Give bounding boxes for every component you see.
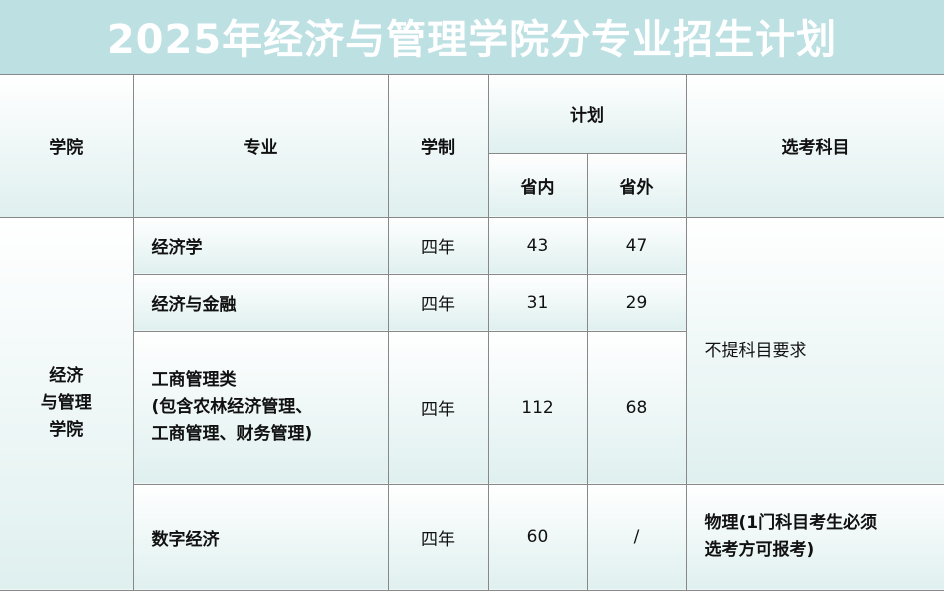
duration-cell: 四年 <box>387 483 489 591</box>
major-cell: 数字经济 <box>133 483 389 591</box>
major-cell: 经济与金融 <box>133 273 389 332</box>
header-major: 专业 <box>132 75 389 218</box>
header-in-province: 省内 <box>488 152 588 218</box>
major-cell: 工商管理类 (包含农林经济管理、 工商管理、财务管理) <box>133 330 389 485</box>
major-cell: 经济学 <box>132 216 389 275</box>
header-college: 学院 <box>0 75 134 218</box>
duration-cell: 四年 <box>387 216 489 275</box>
table-row: 经济 与管理 学院 经济学 四年 43 47 不提科目要求 <box>0 216 944 591</box>
page-title: 2025年经济与管理学院分专业招生计划 <box>0 0 944 75</box>
duration-cell: 四年 <box>387 273 489 332</box>
header-out-province: 省外 <box>586 152 687 218</box>
college-cell: 经济 与管理 学院 <box>0 216 134 591</box>
table-row: 数字经济 四年 60 / 物理(1门科目考生必须 选考方可报考) <box>0 483 944 591</box>
out-province-cell: 47 <box>586 216 687 275</box>
header-plan: 计划 <box>487 75 687 154</box>
enrollment-plan-table: 学院 专业 学制 计划 选考科目 省内 省外 经济 与管理 学院 经济学 四年 … <box>0 75 944 591</box>
header-duration: 学制 <box>387 75 489 218</box>
duration-cell: 四年 <box>387 330 489 485</box>
subjects-cell: 物理(1门科目考生必须 选考方可报考) <box>685 483 944 591</box>
in-province-cell: 60 <box>487 483 588 591</box>
out-province-cell: 29 <box>586 273 687 332</box>
header-subjects: 选考科目 <box>685 75 944 218</box>
subjects-cell: 不提科目要求 <box>685 216 944 485</box>
out-province-cell: / <box>586 483 687 591</box>
table-row: 工商管理类 (包含农林经济管理、 工商管理、财务管理) 四年 112 68 <box>0 330 944 485</box>
in-province-cell: 43 <box>487 216 588 275</box>
in-province-cell: 31 <box>487 273 588 332</box>
out-province-cell: 68 <box>586 330 687 485</box>
in-province-cell: 112 <box>487 330 588 485</box>
